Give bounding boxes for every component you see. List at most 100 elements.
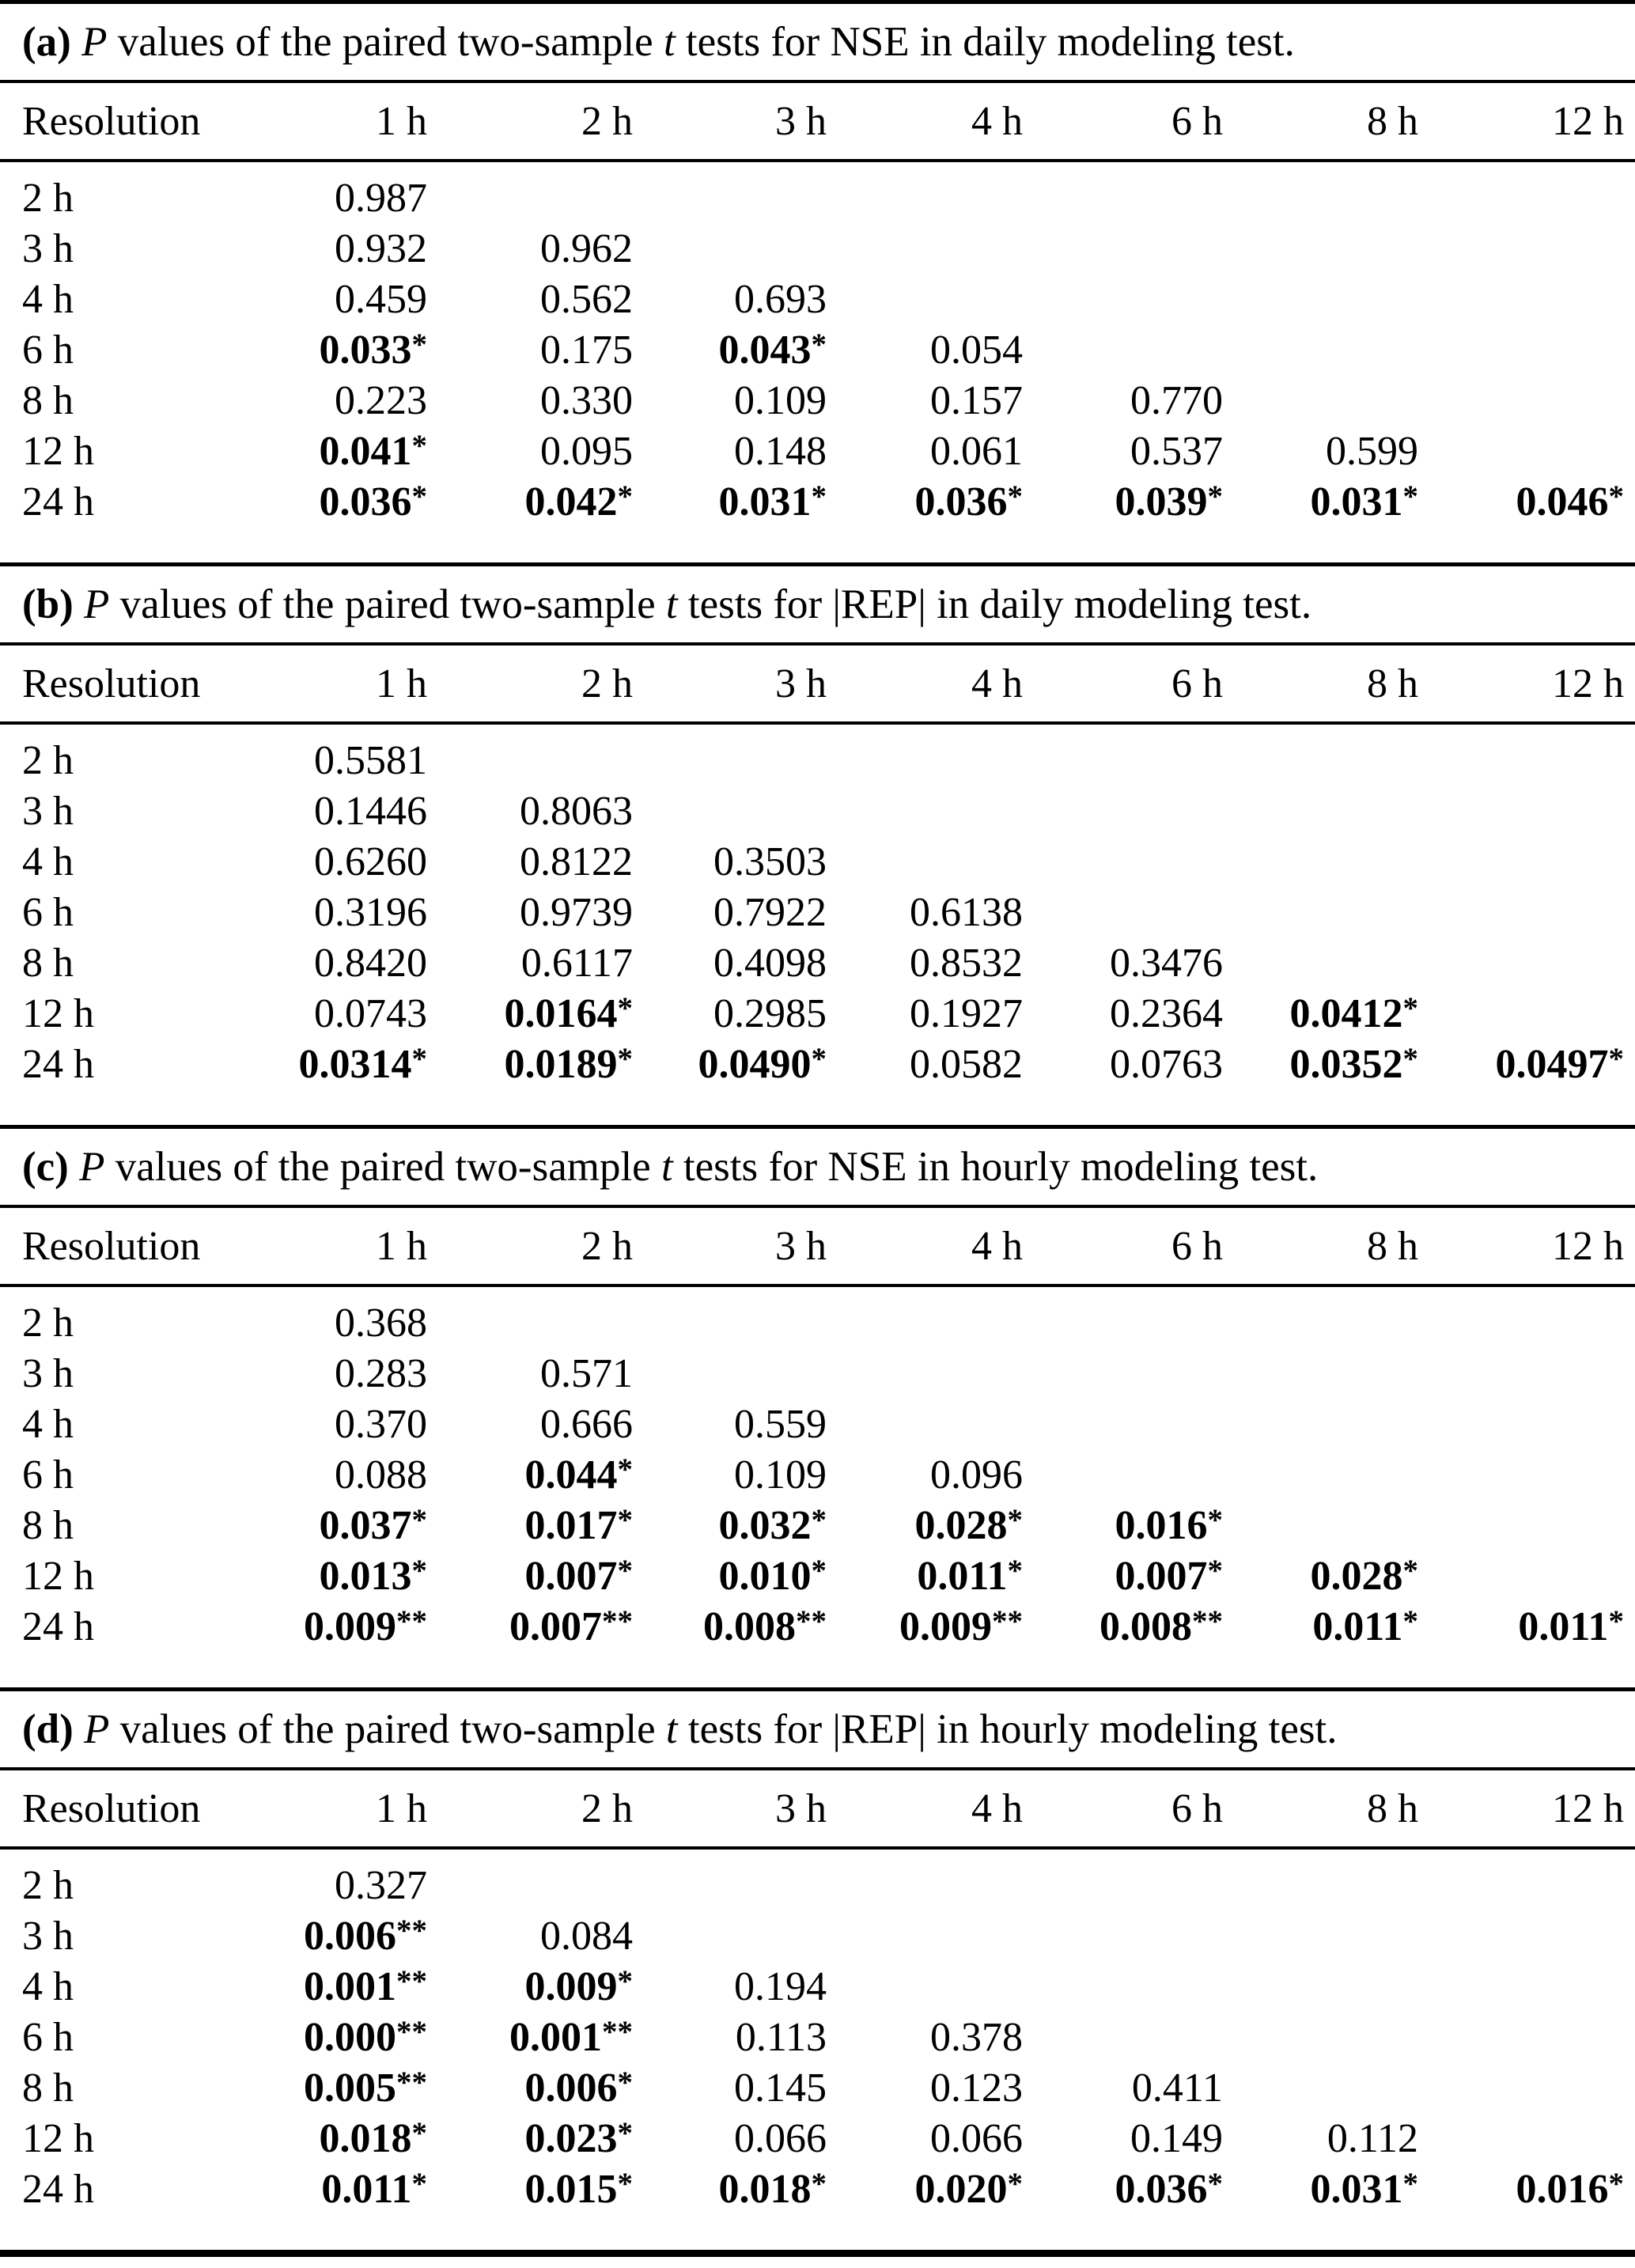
significant-p-value: 0.016*	[1115, 1503, 1224, 1548]
p-value-cell	[1223, 1450, 1418, 1501]
significant-p-value: 0.006**	[304, 1914, 427, 1959]
significant-p-value: 0.041*	[319, 429, 428, 474]
p-value-cell	[1023, 1911, 1223, 1962]
significant-p-value: 0.028*	[914, 1503, 1024, 1548]
p-value-cell: 0.2364	[1110, 991, 1223, 1036]
table-row: 3 h 0.932 0.962	[0, 224, 1635, 275]
p-value-cell	[1418, 1848, 1635, 1911]
significant-p-value: 0.037*	[319, 1503, 428, 1548]
p-value-cell	[827, 786, 1023, 837]
title-segment	[71, 18, 81, 66]
p-value-cell	[1223, 837, 1418, 888]
title-segment: (c)	[22, 1144, 69, 1190]
table-row: 2 h 0.5581	[0, 723, 1635, 786]
section-rule	[0, 562, 1635, 566]
p-value-cell	[827, 1349, 1023, 1399]
table-row: 6 h 0.088 0.044* 0.109 0.096	[0, 1450, 1635, 1501]
p-value-cell: 0.8420	[314, 941, 427, 986]
p-value-cell	[1418, 426, 1635, 477]
row-label: 24 h	[22, 1042, 94, 1087]
title-segment	[74, 581, 84, 628]
p-value-cell: 0.5581	[314, 738, 427, 783]
significant-p-value: 0.039*	[1115, 479, 1224, 524]
significance-marker: *	[411, 328, 428, 362]
table-title-c: (c) P values of the paired two-sample t …	[0, 1129, 1635, 1205]
p-value-cell: 0.096	[930, 1452, 1023, 1497]
column-header: 4 h	[827, 80, 1023, 162]
p-value-cell	[1023, 1848, 1223, 1911]
column-header: 3 h	[633, 642, 827, 725]
p-value-cell: 0.370	[335, 1402, 427, 1447]
p-value-cell: 0.013*	[245, 1551, 428, 1602]
column-header: 2 h	[427, 80, 633, 162]
p-value-cell: 0.0164*	[427, 989, 634, 1039]
column-header: Resolution	[0, 642, 245, 725]
p-value-cell	[1223, 1962, 1418, 2012]
column-header: 8 h	[1223, 80, 1418, 162]
p-value-cell	[1418, 1399, 1635, 1450]
p-value-cell: 0.0763	[1110, 1042, 1223, 1087]
bottom-rule	[0, 2250, 1635, 2257]
p-value-cell	[1223, 161, 1418, 224]
p-value-cell: 0.007**	[427, 1602, 633, 1687]
significance-marker: *	[1608, 1604, 1625, 1639]
column-header: 6 h	[1023, 1767, 1223, 1850]
significant-p-value: 0.036*	[1115, 2167, 1224, 2212]
p-value-cell: 0.001**	[427, 2012, 633, 2063]
significant-p-value: 0.011*	[321, 2167, 427, 2212]
column-header: 6 h	[1023, 80, 1223, 162]
table-row: 8 h 0.223 0.330 0.109 0.157 0.770	[0, 376, 1635, 426]
table-row: 6 h 0.033* 0.175 0.043* 0.054	[0, 325, 1635, 376]
significant-p-value: 0.011*	[1312, 1604, 1418, 1649]
p-value-cell	[633, 161, 827, 224]
p-value-cell	[1418, 1501, 1635, 1551]
p-value-cell	[427, 1285, 633, 1349]
significance-marker: **	[796, 1604, 827, 1639]
row-label: 3 h	[22, 1351, 74, 1396]
significant-p-value: 0.036*	[319, 479, 428, 524]
p-value-cell: 0.6260	[314, 839, 427, 884]
p-value-cell: 0.599	[1326, 429, 1418, 474]
column-header: 8 h	[1223, 1205, 1418, 1287]
table-section-d: (d) P values of the paired two-sample t …	[0, 1687, 1635, 2257]
column-header: 1 h	[245, 642, 427, 725]
significant-p-value: 0.008**	[1099, 1604, 1223, 1649]
p-value-cell	[827, 1399, 1023, 1450]
p-value-cell: 0.009**	[245, 1602, 427, 1687]
significance-marker: **	[396, 2015, 427, 2050]
significance-marker: *	[1207, 1554, 1224, 1588]
column-header: 6 h	[1023, 642, 1223, 725]
title-segment: (a)	[22, 19, 71, 65]
title-segment: t	[660, 1144, 673, 1190]
title-segment: P	[84, 1706, 110, 1752]
table-row: 3 h 0.1446 0.8063	[0, 786, 1635, 837]
p-value-cell	[827, 837, 1023, 888]
p-value-cell	[1223, 376, 1418, 426]
p-value-cell: 0.008**	[1023, 1602, 1223, 1687]
row-label: 3 h	[22, 789, 74, 834]
significance-marker: *	[1207, 479, 1224, 514]
column-header: 3 h	[633, 80, 827, 162]
p-value-cell: 0.175	[540, 328, 633, 373]
significance-marker: **	[396, 2065, 427, 2100]
table-row: 4 h 0.6260 0.8122 0.3503	[0, 837, 1635, 888]
significance-marker: *	[1608, 1042, 1625, 1077]
p-value-cell	[1418, 888, 1635, 938]
title-segment: tests for |REP| in daily modeling test.	[677, 581, 1312, 627]
p-value-cell: 0.011*	[827, 1551, 1023, 1602]
table-section-c: (c) P values of the paired two-sample t …	[0, 1125, 1635, 1687]
p-value-cell	[827, 1962, 1023, 2012]
p-value-cell: 0.011*	[245, 2164, 427, 2250]
column-header: 12 h	[1418, 642, 1635, 725]
p-value-cell: 0.023*	[427, 2114, 634, 2164]
significance-marker: *	[1207, 2167, 1224, 2202]
p-value-cell: 0.537	[1130, 429, 1223, 474]
title-segment: (b)	[22, 581, 74, 627]
p-value-cell: 0.006**	[245, 1911, 427, 1962]
p-value-cell: 0.3503	[713, 839, 827, 884]
significant-p-value: 0.046*	[1516, 479, 1625, 524]
significance-marker: *	[411, 1042, 428, 1077]
significance-marker: **	[396, 1914, 427, 1948]
